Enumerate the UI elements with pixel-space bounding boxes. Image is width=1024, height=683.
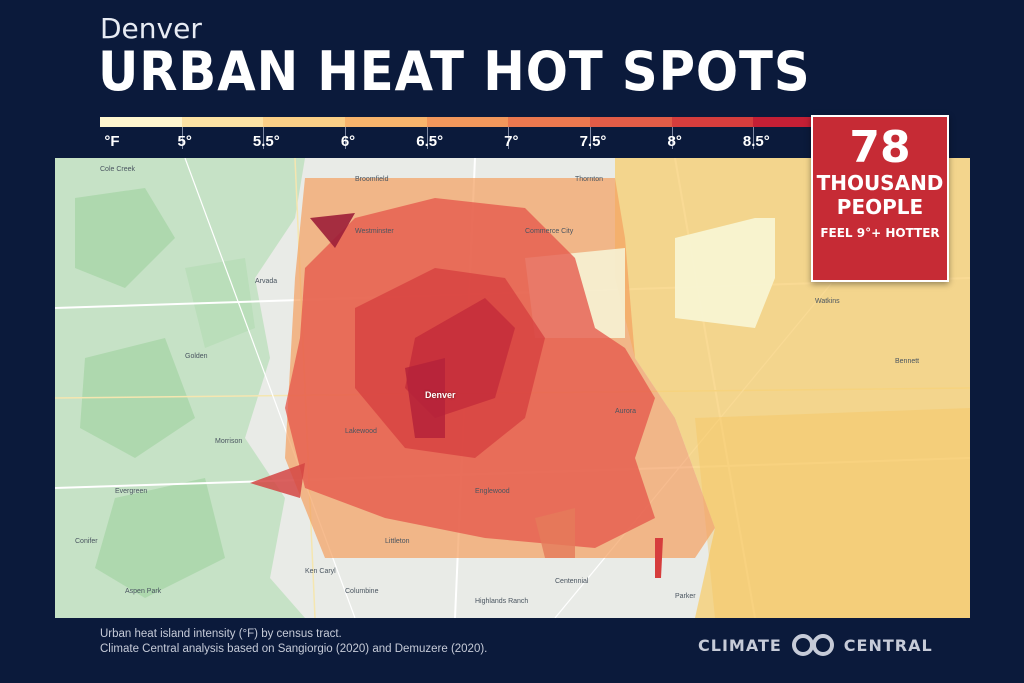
legend-tick-label: 6° <box>340 133 356 150</box>
legend-color-bar <box>100 117 836 127</box>
city-name: Denver <box>100 12 202 45</box>
legend-swatch <box>100 117 182 127</box>
legend-tick-label: 8.5° <box>742 133 770 150</box>
legend-tick-label: 6.5° <box>416 133 444 150</box>
map-place-label: Morrison <box>215 438 243 445</box>
legend-swatch <box>181 117 264 127</box>
legend-tick-mark <box>426 127 428 149</box>
legend-tick-label: 5° <box>177 133 192 150</box>
map-place-label: Aurora <box>615 408 637 415</box>
legend-tick-mark <box>263 127 265 149</box>
map-place-label: Columbine <box>345 588 379 595</box>
legend-swatch <box>508 117 591 127</box>
map-place-label: Bennett <box>895 358 920 365</box>
legend-tick-label: 5.5° <box>252 133 280 150</box>
brand-right-text: CENTRAL <box>843 635 933 655</box>
legend-swatch <box>671 117 754 127</box>
map-place-label: Parker <box>675 593 696 600</box>
map-place-label: Westminster <box>355 228 394 235</box>
brand-left-text: CLIMATE <box>698 635 782 655</box>
map-place-label: Golden <box>185 353 208 360</box>
callout-number: 78 <box>849 122 911 173</box>
source-note-line1: Urban heat island intensity (°F) by cens… <box>100 628 342 640</box>
callout-line-hotter: FEEL 9°+ HOTTER <box>820 226 940 240</box>
legend-tick-mark <box>345 127 346 149</box>
map-place-label: Watkins <box>815 298 840 305</box>
legend-tick-mark <box>753 127 755 149</box>
climate-central-logo-icon <box>791 634 834 656</box>
source-note: Urban heat island intensity (°F) by cens… <box>100 627 487 657</box>
legend-tick-label: 7.5° <box>579 133 607 150</box>
legend-unit-label: °F <box>104 133 120 150</box>
source-note-line2: Climate Central analysis based on Sangio… <box>100 643 488 655</box>
map-place-label: Highlands Ranch <box>475 598 529 605</box>
map-place-label: Ken Caryl <box>305 568 336 575</box>
map-place-label: Commerce City <box>525 228 574 235</box>
legend-scale: °F 5° 5.5° 6° 6.5° 7° 7.5° 8° 8.5° <box>100 127 835 153</box>
map-place-label: Arvada <box>255 278 278 285</box>
map-place-label: Lakewood <box>345 428 377 435</box>
callout-line-thousand: THOUSAND <box>816 171 944 195</box>
map-place-label: Broomfield <box>355 176 389 183</box>
map-city-label: Denver <box>425 390 456 400</box>
brand-logo: CLIMATE CENTRAL <box>698 633 933 657</box>
page-title: URBAN HEAT HOT SPOTS <box>98 40 811 103</box>
callout-line-people: PEOPLE <box>836 195 924 219</box>
legend-tick-mark <box>181 127 183 149</box>
map-place-label: Thornton <box>575 176 604 183</box>
legend-tick-mark <box>671 127 673 149</box>
map-place-label: Aspen Park <box>125 588 162 595</box>
legend-swatch <box>426 117 509 127</box>
legend-swatch <box>263 117 346 127</box>
map-place-label: Conifer <box>75 538 98 545</box>
map-place-label: Evergreen <box>115 488 148 495</box>
map-place-label: Englewood <box>475 488 510 495</box>
map-place-label: Centennial <box>555 578 589 585</box>
legend-tick-label: 8° <box>667 133 682 150</box>
legend-tick-mark <box>508 127 510 149</box>
map-place-label: Cole Creek <box>100 166 136 173</box>
map-place-label: Littleton <box>385 538 410 545</box>
statistic-callout: 78 THOUSAND PEOPLE FEEL 9°+ HOTTER <box>811 115 949 282</box>
legend-swatch <box>753 117 836 127</box>
legend-swatch <box>345 117 427 127</box>
legend-swatch <box>590 117 672 127</box>
legend-tick-mark <box>590 127 591 149</box>
legend-tick-label: 7° <box>504 133 519 150</box>
